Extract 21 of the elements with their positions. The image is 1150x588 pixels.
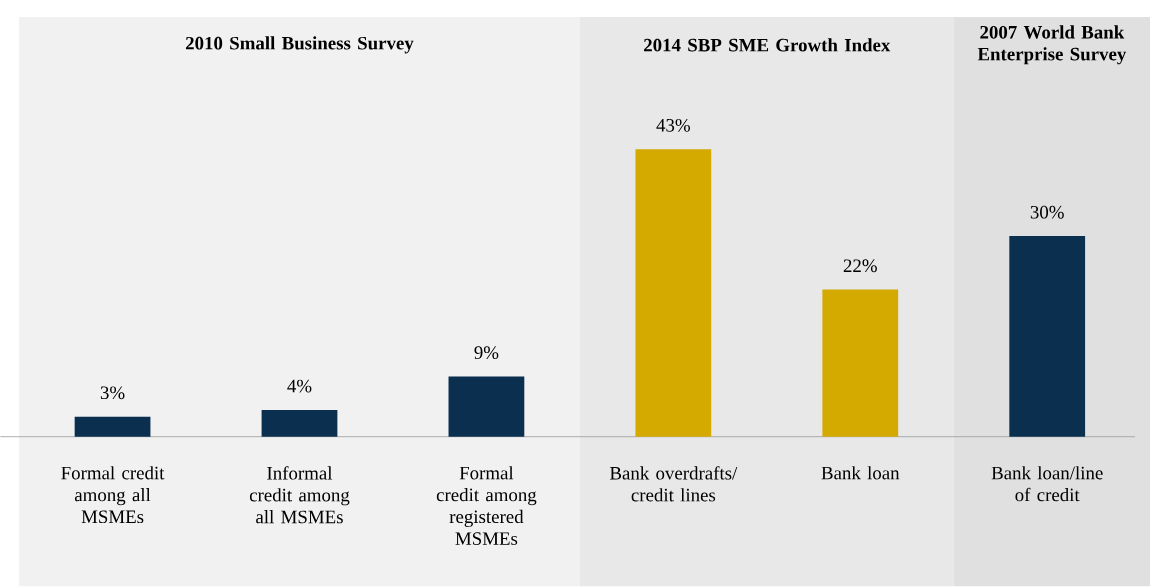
data-label: 43% (656, 118, 690, 132)
x-tick-label: Formal credit among registered MSMEs (436, 466, 537, 545)
bar (822, 289, 899, 437)
bar (448, 376, 525, 437)
data-label: 9% (474, 346, 499, 359)
x-tick-label: Bank overdrafts/ credit lines (609, 466, 738, 502)
data-label: 22% (843, 259, 877, 273)
bar (74, 416, 151, 437)
x-tick-label: Informal credit among all MSMEs (249, 466, 350, 524)
data-label: 4% (287, 379, 312, 393)
data-label: 3% (100, 386, 125, 400)
x-tick-label: Formal credit among all MSMEs (61, 466, 165, 523)
data-label: 30% (1030, 205, 1064, 219)
x-tick-label: Bank loan/line of credit (991, 466, 1103, 502)
band-label: 2007 World Bank Enterprise Survey (977, 25, 1127, 65)
band-label: 2014 SBP SME Growth Index (644, 38, 891, 52)
band-label: 2010 Small Business Survey (185, 36, 414, 54)
bar (635, 149, 712, 437)
bar (1009, 235, 1086, 437)
x-tick-label: Bank loan (821, 466, 900, 480)
bar (261, 409, 338, 437)
